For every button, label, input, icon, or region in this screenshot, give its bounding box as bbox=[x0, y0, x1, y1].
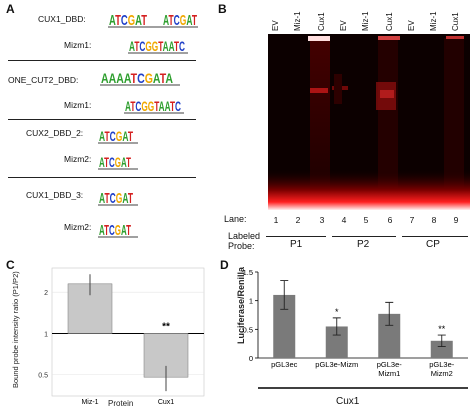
lane-top-label: Miz-1 bbox=[293, 11, 302, 31]
panel-b-letter: B bbox=[218, 2, 227, 16]
chart-c-xlabel: Protein bbox=[108, 399, 133, 408]
lane-number: 5 bbox=[363, 215, 369, 225]
lane-top-label: EV bbox=[339, 20, 348, 31]
svg-text:ATCGAT: ATCGAT bbox=[163, 12, 197, 28]
bar bbox=[430, 340, 453, 358]
x-tick-label: pGL3ec bbox=[271, 360, 298, 369]
svg-text:ATCGAT: ATCGAT bbox=[99, 128, 133, 144]
svg-text:ATCGGTAATC: ATCGGTAATC bbox=[125, 98, 181, 114]
svg-text:ATCGAT: ATCGAT bbox=[99, 154, 131, 170]
y-tick-label: 0.5 bbox=[243, 325, 253, 334]
panel-a-letter: A bbox=[6, 2, 15, 16]
y-tick-label: 2 bbox=[44, 290, 48, 297]
chart-d-group-label: Cux1 bbox=[336, 396, 360, 407]
y-tick-label: 0 bbox=[249, 354, 253, 363]
sequence-logo: ATCGAT bbox=[98, 222, 138, 238]
lane-top-label: Cux1 bbox=[317, 12, 326, 31]
motif-label: Mizm1: bbox=[64, 40, 92, 50]
probe-bracket bbox=[266, 236, 326, 237]
error-bar bbox=[332, 317, 341, 336]
probe-p2: P2 bbox=[357, 239, 370, 250]
chart-d: Luciferase/Renilla 0 0.5 1 1.5 pGL3ec * pGL3e-… bbox=[236, 266, 468, 407]
svg-text:AAAATCGATA: AAAATCGATA bbox=[101, 70, 173, 86]
x-tick-label: Miz-1 bbox=[81, 399, 98, 406]
chart-c-ylabel: Bound probe intensity ratio (P1/P2) bbox=[11, 271, 20, 388]
lane-top-label: Cux1 bbox=[451, 12, 460, 31]
svg-text:ATCGAT: ATCGAT bbox=[99, 222, 131, 238]
motif-label: CUX1_DBD: bbox=[38, 14, 86, 24]
motif-label: Mizm2: bbox=[64, 154, 92, 164]
chart-d-ylabel: Luciferase/Renilla bbox=[236, 266, 246, 344]
emsa-gel-image bbox=[268, 34, 470, 210]
probe-label-line1: Labeled bbox=[228, 231, 261, 241]
svg-text:ATCGAT: ATCGAT bbox=[99, 190, 133, 206]
bar bbox=[273, 294, 296, 358]
sequence-logo: ATCGGTAATC bbox=[124, 98, 184, 114]
bar bbox=[378, 313, 401, 358]
x-tick-label: pGL3e-Mizm1 bbox=[377, 360, 403, 378]
lane-top-label: Miz-1 bbox=[361, 11, 370, 31]
motif-label: CUX2_DBD_2: bbox=[26, 128, 84, 138]
lane-number: 1 bbox=[273, 215, 279, 225]
lane-label: Lane: bbox=[224, 214, 247, 224]
lane-top-label: EV bbox=[271, 20, 280, 31]
x-tick-label: pGL3e-Mizm bbox=[315, 360, 358, 369]
significance-marker: ** bbox=[438, 324, 446, 334]
lane-number: 8 bbox=[431, 215, 437, 225]
lane-number: 3 bbox=[319, 215, 325, 225]
lane-top-label: Miz-1 bbox=[429, 11, 438, 31]
probe-p1: P1 bbox=[290, 239, 303, 250]
chart-c: Bound probe intensity ratio (P1/P2) 2 1 0.… bbox=[11, 267, 205, 408]
sequence-logo: ATCGAT bbox=[98, 128, 138, 144]
svg-text:ATCGGTAATC: ATCGGTAATC bbox=[129, 38, 185, 54]
lane-number: 2 bbox=[295, 215, 301, 225]
panel-c-letter: C bbox=[6, 258, 15, 272]
lane-top-label: EV bbox=[407, 20, 416, 31]
divider bbox=[8, 119, 196, 120]
motif-label: ONE_CUT2_DBD: bbox=[8, 75, 79, 85]
divider bbox=[8, 177, 196, 178]
divider bbox=[8, 60, 196, 61]
sequence-logo: ATCGAT bbox=[98, 190, 138, 206]
x-tick-label: pGL3e-Mizm2 bbox=[429, 360, 455, 378]
error-bar bbox=[280, 280, 289, 310]
probe-label-line2: Probe: bbox=[228, 241, 255, 251]
lane-number: 6 bbox=[387, 215, 393, 225]
y-tick-label: 1.5 bbox=[243, 268, 253, 277]
x-tick-label: Cux1 bbox=[158, 399, 174, 406]
error-bar bbox=[385, 301, 394, 326]
probe-bracket bbox=[332, 236, 396, 237]
sequence-logo: ATCGAT bbox=[98, 154, 138, 170]
bar bbox=[325, 326, 348, 358]
y-tick-label: 1 bbox=[249, 297, 253, 306]
lane-number: 4 bbox=[341, 215, 347, 225]
error-bar bbox=[437, 334, 446, 347]
sequence-logo: AAAATCGATA bbox=[100, 70, 180, 86]
probe-bracket bbox=[402, 236, 468, 237]
sequence-logo: ATCGAT ATCGAT bbox=[108, 12, 198, 28]
probe-cp: CP bbox=[426, 239, 440, 250]
lane-number: 9 bbox=[453, 215, 459, 225]
probe-label: Labeled Probe: bbox=[228, 231, 260, 251]
significance-marker: ** bbox=[162, 321, 170, 332]
lane-top-label: Cux1 bbox=[385, 12, 394, 31]
panel-d-letter: D bbox=[220, 258, 229, 272]
y-tick-label: 0.5 bbox=[38, 373, 48, 380]
significance-marker: * bbox=[335, 307, 339, 317]
motif-label: CUX1_DBD_3: bbox=[26, 190, 84, 200]
svg-text:ATCGAT: ATCGAT bbox=[109, 12, 147, 28]
motif-label: Mizm1: bbox=[64, 100, 92, 110]
sequence-logo: ATCGGTAATC bbox=[128, 38, 188, 54]
motif-label: Mizm2: bbox=[64, 222, 92, 232]
y-tick-label: 1 bbox=[44, 331, 48, 338]
lane-number: 7 bbox=[409, 215, 415, 225]
